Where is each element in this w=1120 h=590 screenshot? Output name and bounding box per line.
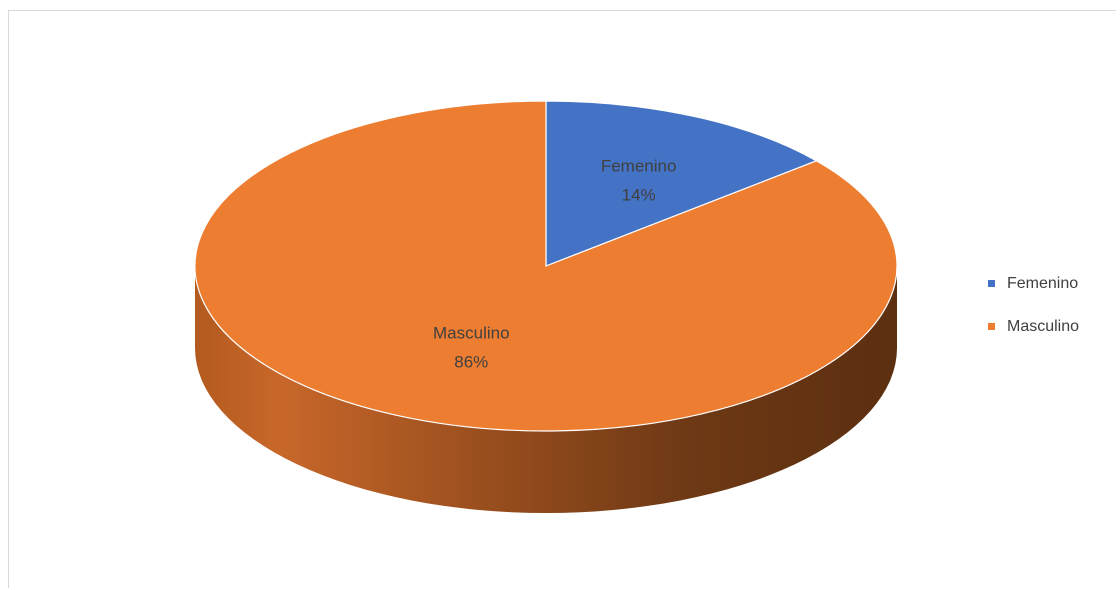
slice-femenino [545,100,818,267]
slice-percent-masculino: 86% [454,353,488,372]
pie-top [194,100,898,432]
slice-label-masculino: Masculino [433,324,510,343]
legend-label-masculino: Masculino [1007,318,1079,335]
legend-swatch-femenino [988,280,995,287]
legend-label-femenino: Femenino [1007,275,1078,292]
slice-masculino [194,100,898,432]
chart-area [8,10,1116,588]
legend: Femenino Masculino [988,275,1079,335]
slice-labels: Femenino 14% Masculino 86% [433,156,676,371]
pie-side-wall [195,266,897,513]
slice-label-femenino: Femenino [601,156,677,175]
legend-swatch-masculino [988,323,995,330]
slice-side-masculino [195,266,897,513]
slice-percent-femenino: 14% [622,185,656,204]
